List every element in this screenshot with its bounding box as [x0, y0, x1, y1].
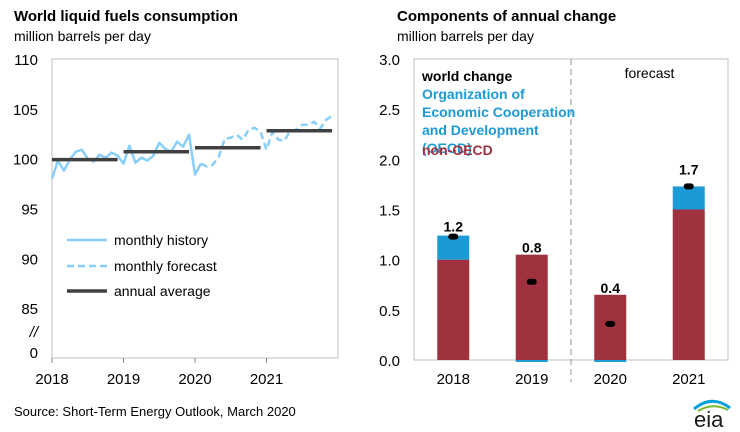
- left-x-tick-label: 2020: [178, 371, 211, 388]
- left-x-tick-label: 2019: [107, 371, 140, 388]
- source-note: Source: Short-Term Energy Outlook, March…: [14, 404, 296, 419]
- bar-non-oecd: [437, 259, 470, 360]
- left-x-tick-label: 2018: [35, 371, 68, 388]
- bar-data-label: 1.2: [444, 219, 464, 235]
- left-chart-subtitle: million barrels per day: [14, 28, 151, 44]
- right-x-tick-label: 2020: [594, 371, 627, 388]
- left-y-tick-label: 110: [14, 52, 38, 69]
- right-x-tick-label: 2019: [515, 371, 548, 388]
- bar-data-label: 0.8: [522, 240, 542, 256]
- forecast-label: forecast: [625, 65, 675, 81]
- bar-non-oecd: [594, 294, 627, 360]
- left-y-tick-label: 105: [13, 102, 38, 119]
- right-y-tick-label: 2.5: [379, 102, 400, 119]
- logo-text: eia: [694, 407, 724, 430]
- bar-data-label: 1.7: [679, 161, 699, 177]
- logo-arc2-icon: [697, 405, 729, 412]
- left-y-tick-label: 85: [21, 301, 38, 318]
- eia-logo: eia: [688, 396, 734, 430]
- left-plot-frame: [51, 58, 339, 359]
- left-legend-label: annual average: [114, 283, 211, 299]
- bar-oecd: [437, 235, 470, 260]
- right-y-tick-label: 3.0: [379, 52, 400, 69]
- bar-data-label: 0.4: [601, 280, 621, 296]
- right-y-tick-label: 1.0: [379, 253, 400, 270]
- bar-oecd: [594, 360, 627, 363]
- right-y-tick-label: 0.0: [379, 353, 400, 370]
- legend-non-oecd: non-OECD: [422, 142, 493, 158]
- legend-world-change: world change: [421, 68, 512, 84]
- world-change-marker: [605, 320, 616, 327]
- left-y-tick-label: 90: [21, 251, 38, 268]
- legend-oecd: Organization of Economic Cooperation and D…: [422, 86, 575, 156]
- bar-oecd: [515, 360, 548, 363]
- world-change-marker: [526, 278, 537, 285]
- right-x-tick-label: 2021: [672, 371, 705, 388]
- left-chart-title: World liquid fuels consumption: [14, 8, 238, 25]
- right-x-tick-label: 2018: [437, 371, 470, 388]
- left-y-tick-label: 95: [21, 202, 38, 219]
- series-monthly-history-line: [50, 133, 203, 179]
- world-change-marker: [448, 233, 459, 240]
- left-legend-label: monthly history: [114, 232, 208, 248]
- y-axis-break-label: //: [29, 324, 40, 341]
- world-change-marker: [683, 183, 694, 190]
- right-chart-title: Components of annual change: [397, 8, 617, 25]
- bar-non-oecd: [515, 254, 548, 360]
- left-legend-label: monthly forecast: [114, 258, 217, 274]
- left-y-tick-label: 100: [13, 152, 38, 169]
- series-monthly-forecast-line: [200, 114, 333, 168]
- left-x-tick-label: 2021: [250, 371, 283, 388]
- left-y-zero-label: 0: [30, 345, 38, 362]
- right-y-tick-label: 0.5: [379, 303, 400, 320]
- bar-oecd: [672, 186, 705, 210]
- bar-non-oecd: [672, 209, 705, 360]
- right-y-tick-label: 2.0: [379, 152, 400, 169]
- right-chart-subtitle: million barrels per day: [397, 28, 534, 44]
- logo-arc-icon: [693, 399, 731, 411]
- right-y-tick-label: 1.5: [379, 203, 400, 220]
